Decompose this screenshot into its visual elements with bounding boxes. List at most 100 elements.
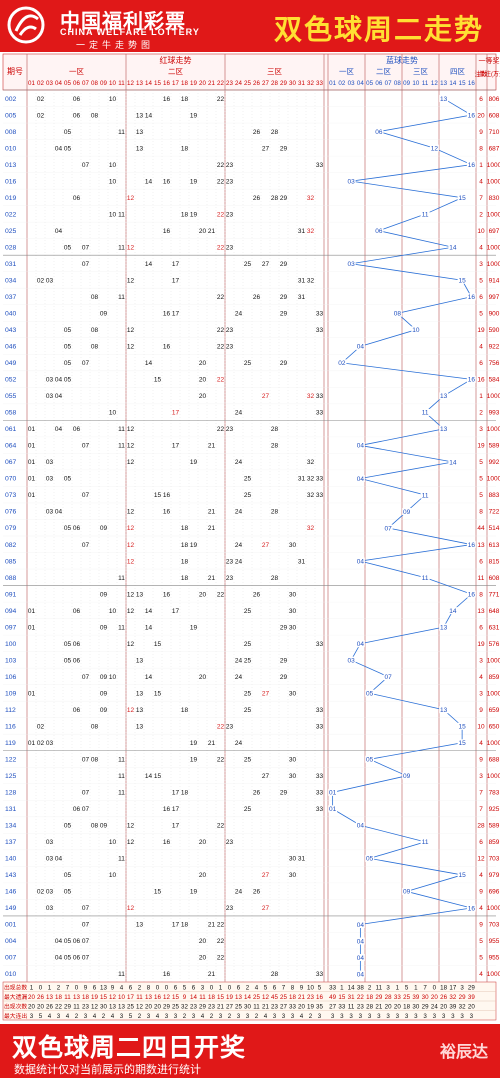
blue-column-tick: 11 <box>422 80 429 87</box>
winner-count: 3 <box>479 426 483 433</box>
red-ball-number: 12 <box>127 542 135 549</box>
summary-value: 3 <box>460 1013 464 1020</box>
red-ball-number: 07 <box>82 922 90 929</box>
summary-value: 26 <box>440 994 447 1001</box>
red-ball-number: 01 <box>28 443 36 450</box>
summary-value: 23 <box>271 1003 278 1010</box>
red-ball-number: 19 <box>190 211 198 218</box>
issue-number: 073 <box>5 492 17 499</box>
red-ball-number: 25 <box>244 707 252 714</box>
prize-amount: 914 <box>489 277 500 284</box>
summary-value: 29 <box>163 1003 170 1010</box>
prize-amount: 631 <box>489 624 500 631</box>
red-ball-number: 25 <box>244 492 252 499</box>
summary-value: 20 <box>394 1003 401 1010</box>
summary-value: 3 <box>291 1013 295 1020</box>
blue-ball-bg <box>448 243 458 251</box>
summary-value: 3 <box>368 1013 372 1020</box>
brand-slogan: 一定牛走势图 <box>76 40 155 50</box>
summary-value: 4 <box>111 1013 115 1020</box>
prize-amount: 608 <box>489 112 500 119</box>
red-ball-number: 05 <box>64 889 72 896</box>
winner-count: 8 <box>479 591 483 598</box>
red-ball-number: 16 <box>163 344 171 351</box>
red-ball-number: 33 <box>316 476 324 483</box>
summary-value: 4 <box>264 1013 268 1020</box>
summary-value: 7 <box>282 984 286 991</box>
summary-value: 3 <box>433 1013 437 1020</box>
red-ball-number: 07 <box>82 162 90 169</box>
summary-value: 29 <box>64 1003 71 1010</box>
red-ball-number: 03 <box>46 459 54 466</box>
blue-ball-bg <box>448 458 458 466</box>
red-ball-number: 24 <box>235 410 243 417</box>
red-column-tick: 27 <box>262 80 269 87</box>
summary-value: 4 <box>120 984 124 991</box>
blue-ball-bg <box>402 887 412 895</box>
red-ball-number: 31 <box>298 476 306 483</box>
red-ball-number: 18 <box>181 922 189 929</box>
winner-count: 6 <box>479 558 483 565</box>
red-ball-number: 30 <box>289 872 297 879</box>
red-ball-number: 10 <box>109 96 117 103</box>
issue-number: 131 <box>5 806 17 813</box>
summary-value: 33 <box>329 984 336 991</box>
red-column-tick: 15 <box>154 80 161 87</box>
red-ball-number: 16 <box>163 806 171 813</box>
blue-ball-bg <box>337 359 347 367</box>
red-column-tick: 28 <box>271 80 278 87</box>
red-ball-number: 11 <box>118 244 125 251</box>
summary-value: 3 <box>377 1013 381 1020</box>
red-ball-number: 21 <box>208 740 216 747</box>
issue-number: 103 <box>5 657 17 664</box>
red-ball-number: 20 <box>199 955 207 962</box>
summary-value: 18 <box>55 994 62 1001</box>
red-ball-number: 24 <box>235 459 243 466</box>
blue-ball-number: 06 <box>375 228 383 235</box>
blue-ball-bg <box>457 194 467 202</box>
blue-ball-number: 13 <box>440 96 448 103</box>
brand-name: 中国福利彩票 <box>60 11 186 33</box>
red-ball-number: 32 <box>307 228 315 235</box>
summary-value: 23 <box>307 994 314 1001</box>
red-ball-number: 18 <box>181 211 189 218</box>
red-ball-number: 22 <box>217 211 225 218</box>
summary-value: 3 <box>57 1013 61 1020</box>
summary-value: 4 <box>201 1013 205 1020</box>
summary-value: 10 <box>118 994 125 1001</box>
issue-number: 008 <box>5 129 17 136</box>
red-ball-number: 05 <box>64 938 72 945</box>
red-ball-number: 24 <box>235 674 243 681</box>
winner-count: 5 <box>479 277 483 284</box>
summary-value: 23 <box>82 1003 89 1010</box>
blue-ball-number: 03 <box>348 261 356 268</box>
red-ball-number: 16 <box>163 971 171 978</box>
red-ball-number: 24 <box>235 509 243 516</box>
issue-number: 061 <box>5 426 17 433</box>
red-ball-number: 04 <box>55 377 63 384</box>
summary-value: 3 <box>84 1013 88 1020</box>
winner-count: 7 <box>479 195 483 202</box>
red-ball-number: 15 <box>154 773 162 780</box>
red-ball-number: 03 <box>46 839 54 846</box>
red-ball-number: 11 <box>118 211 125 218</box>
summary-value: 3 <box>340 1013 344 1020</box>
winner-count: 4 <box>479 971 483 978</box>
red-ball-number: 20 <box>199 228 207 235</box>
prize-amount: 1000 <box>487 740 500 747</box>
red-ball-number: 23 <box>226 327 234 334</box>
winner-count: 5 <box>479 938 483 945</box>
red-ball-number: 22 <box>217 294 225 301</box>
red-ball-number: 10 <box>109 674 117 681</box>
summary-value: 15 <box>217 994 224 1001</box>
red-ball-number: 27 <box>262 773 270 780</box>
red-ball-number: 06 <box>73 806 81 813</box>
prize-amount: 883 <box>489 492 500 499</box>
blue-ball-bg <box>355 474 365 482</box>
red-ball-number: 06 <box>73 955 81 962</box>
issue-number: 025 <box>5 228 17 235</box>
blue-ball-bg <box>439 706 449 714</box>
red-ball-number: 06 <box>73 426 81 433</box>
red-ball-number: 28 <box>271 575 279 582</box>
red-ball-number: 27 <box>262 905 270 912</box>
